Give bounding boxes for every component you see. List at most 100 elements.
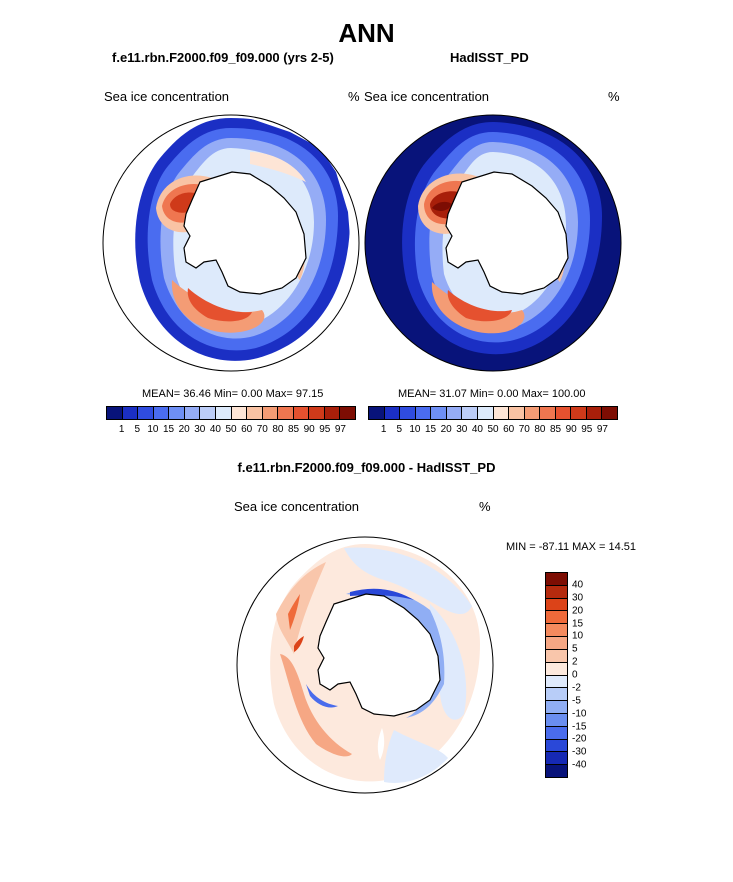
colorbar-swatch [415, 407, 432, 419]
colorbar-swatch [107, 407, 123, 419]
colorbar-swatch [324, 407, 341, 419]
panel-1-stats: MEAN= 36.46 Min= 0.00 Max= 97.15 [142, 388, 323, 400]
colorbar-tick-label: 70 [256, 424, 268, 435]
colorbar-swatch [169, 407, 185, 419]
colorbar-tick-label: 30 [456, 424, 468, 435]
colorbar-tick-label: 90 [565, 424, 577, 435]
diff-minmax: MIN = -87.11 MAX = 14.51 [506, 541, 637, 553]
max-value: 100.00 [551, 388, 586, 400]
colorbar-tick-label: 20 [440, 424, 452, 435]
colorbar-tick-label: -5 [572, 695, 581, 707]
colorbar-tick-label: 60 [241, 424, 253, 435]
colorbar-tick-label: -10 [572, 708, 587, 720]
diff-units: % [479, 499, 491, 514]
colorbar-tick-label: 90 [303, 424, 315, 435]
colorbar-swatch [446, 407, 463, 419]
colorbar-tick-label: 50 [225, 424, 237, 435]
panel-2-stats: MEAN= 31.07 Min= 0.00 Max= 100.00 [398, 388, 586, 400]
colorbar-swatch [546, 598, 567, 612]
colorbar-tick-label: 40 [572, 579, 584, 591]
panel-2-field-label: Sea ice concentration [364, 89, 490, 104]
mean-value: 36.46 [183, 388, 211, 400]
colorbar-swatch [546, 611, 567, 625]
colorbar-tick-label: 40 [209, 424, 221, 435]
colorbar-tick-label: 15 [572, 618, 584, 629]
panel-1-units: % [348, 89, 360, 104]
colorbar-swatch [546, 701, 567, 714]
min-label: Min= [213, 388, 239, 400]
colorbar-swatch [540, 407, 556, 419]
colorbar-swatch [571, 407, 587, 419]
colorbar-tick-label: -2 [572, 682, 581, 694]
colorbar-swatch [431, 407, 447, 419]
colorbar-swatch [309, 407, 325, 419]
colorbar-swatch [340, 407, 355, 419]
colorbar-tick-label: 30 [572, 592, 584, 604]
colorbar-tick-label: 80 [272, 424, 284, 435]
colorbar-tick-label: 50 [487, 424, 499, 435]
colorbar-swatch [546, 637, 567, 650]
mean-label: MEAN= [142, 388, 181, 400]
difference-colorbar-ticks: 40 30 20 15 10 5 2 0 -2 -5 -10 -15 -20 -30 -40 [572, 572, 612, 778]
max-value: 97.15 [295, 388, 324, 400]
colorbar-swatch [546, 752, 567, 766]
colorbar-tick-label: 10 [572, 630, 584, 642]
model-colorbar [106, 406, 356, 420]
panel-2-units: % [608, 89, 620, 104]
colorbar-tick-label: 97 [596, 424, 608, 435]
colorbar-swatch [546, 649, 567, 663]
colorbar-swatch [184, 407, 201, 419]
colorbar-swatch [546, 573, 567, 586]
colorbar-swatch [546, 624, 567, 638]
difference-map [236, 536, 494, 794]
colorbar-tick-label: 2 [572, 656, 578, 668]
colorbar-swatch [278, 407, 294, 419]
colorbar-swatch [138, 407, 154, 419]
colorbar-tick-label: 5 [134, 424, 141, 435]
colorbar-tick-label: 1 [380, 424, 387, 435]
colorbar-swatch [215, 407, 232, 419]
colorbar-tick-label: 5 [572, 643, 578, 655]
obs-colorbar [368, 406, 618, 420]
colorbar-tick-label: 15 [424, 424, 437, 435]
mean-value: 31.07 [439, 388, 467, 400]
model-colorbar-ticks: 1 5 10 15 20 30 40 50 60 70 80 85 90 95 97 [106, 424, 364, 435]
panel-1-case-title: f.e11.rbn.F2000.f09_f09.000 (yrs 2-5) [112, 50, 334, 65]
colorbar-tick-label: 40 [471, 424, 483, 435]
colorbar-swatch [524, 407, 541, 419]
colorbar-swatch [546, 713, 567, 727]
mean-label: MEAN= [398, 388, 437, 400]
colorbar-swatch [546, 662, 567, 676]
colorbar-tick-label: 30 [194, 424, 206, 435]
colorbar-swatch [509, 407, 525, 419]
colorbar-tick-label: 10 [409, 424, 421, 435]
colorbar-swatch [293, 407, 310, 419]
colorbar-tick-label: -30 [572, 746, 587, 758]
colorbar-tick-label: 60 [503, 424, 515, 435]
colorbar-tick-label: 10 [147, 424, 159, 435]
obs-colorbar-ticks: 1 5 10 15 20 30 40 50 60 70 80 85 90 95 97 [368, 424, 626, 435]
colorbar-tick-label: 97 [334, 424, 346, 435]
difference-colorbar [545, 572, 568, 778]
colorbar-tick-label: 20 [572, 605, 584, 617]
colorbar-swatch [122, 407, 139, 419]
panel-1-field-label: Sea ice concentration [104, 89, 230, 104]
colorbar-swatch [262, 407, 279, 419]
colorbar-swatch [546, 739, 567, 753]
colorbar-tick-label: -40 [572, 759, 587, 771]
min-label: Min= [469, 388, 495, 400]
colorbar-tick-label: 0 [572, 669, 578, 681]
colorbar-tick-label: 95 [581, 424, 593, 435]
colorbar-swatch [462, 407, 478, 419]
colorbar-swatch [384, 407, 401, 419]
colorbar-tick-label: 1 [118, 424, 125, 435]
min-value: 0.00 [497, 388, 519, 400]
diff-title: f.e11.rbn.F2000.f09_f09.000 - HadISST_PD [237, 460, 496, 475]
colorbar-tick-label: 85 [549, 424, 562, 435]
colorbar-swatch [546, 726, 567, 740]
colorbar-swatch [555, 407, 572, 419]
colorbar-tick-label: -20 [572, 733, 587, 745]
page-title: ANN [338, 18, 395, 48]
min-value: 0.00 [241, 388, 263, 400]
colorbar-swatch [546, 585, 567, 599]
